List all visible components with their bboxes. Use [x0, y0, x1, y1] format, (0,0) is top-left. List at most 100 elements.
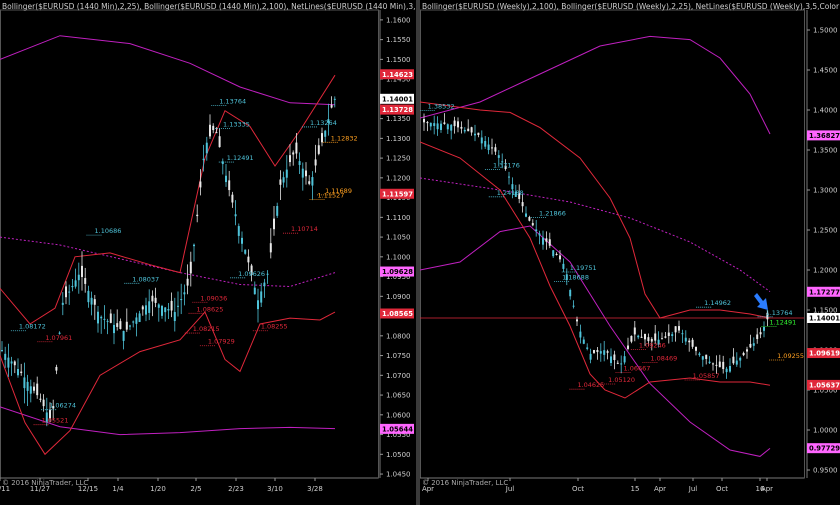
- candle-body: [330, 104, 333, 108]
- candle-body: [453, 120, 456, 127]
- candle-body: [202, 158, 205, 161]
- candle-body: [218, 136, 221, 148]
- netline-label: 1.08215: [193, 325, 220, 333]
- netline-label: 1.13264: [310, 119, 337, 127]
- candle-body: [257, 300, 259, 310]
- netline-label: 1.24188: [497, 189, 524, 197]
- price-tag: [807, 312, 840, 323]
- x-tick-label: 3/28: [307, 485, 323, 493]
- candle-body: [538, 233, 541, 236]
- candle-body: [678, 326, 680, 331]
- x-tick-label: 15: [631, 485, 640, 493]
- candle-body: [627, 345, 629, 349]
- y-tick-label: 1.0450: [386, 471, 411, 479]
- candle-body: [715, 364, 718, 366]
- candle-body: [273, 218, 275, 230]
- netline-label: 1.08255: [261, 323, 288, 331]
- candle-body: [308, 181, 311, 184]
- candle-body: [443, 122, 446, 124]
- bollinger25-lower-line: [0, 311, 336, 456]
- candle-body: [106, 320, 109, 322]
- y-tick-label: 1.3000: [813, 187, 838, 195]
- candle-body: [189, 261, 192, 274]
- candle-body: [739, 357, 742, 361]
- right-chart-canvas[interactable]: 1.5000 1.4500 1.4000 1.3500 1.3000 1.2500 1.20…: [420, 0, 840, 505]
- right-chart-panel[interactable]: 1.5000 1.4500 1.4000 1.3500 1.3000 1.2500 1.20…: [420, 0, 840, 505]
- candle-body: [125, 321, 128, 330]
- candle-body: [637, 335, 640, 338]
- candle-body: [657, 339, 660, 345]
- candle-body: [154, 297, 157, 303]
- candle-body: [531, 223, 534, 226]
- price-tag: [380, 93, 414, 104]
- y-tick-label: 1.0550: [386, 431, 411, 439]
- y-tick-label: 1.0700: [386, 372, 411, 380]
- candle-body: [518, 193, 521, 199]
- y-tick-label: 1.1550: [386, 36, 411, 44]
- netline-label: 1.11527: [318, 192, 345, 200]
- candle-body: [260, 291, 263, 303]
- candle-body: [141, 306, 144, 310]
- price-tag-label: 1.08565: [382, 310, 413, 318]
- candle-body: [613, 354, 616, 361]
- candle-body: [756, 334, 759, 340]
- left-chart-header: Bollinger($EURUSD (1440 Min),2,25), Boll…: [2, 2, 416, 11]
- netline-label: 1.08625: [197, 305, 224, 313]
- bollinger100-upper-line: [0, 35, 336, 106]
- candle-body: [113, 324, 115, 334]
- netline-label: 1.04625: [577, 381, 604, 389]
- candle-body: [746, 349, 748, 352]
- price-tag-label: 1.14623: [382, 71, 413, 79]
- panel-divider[interactable]: [416, 0, 420, 505]
- candle-body: [501, 161, 504, 163]
- candle-body: [289, 155, 291, 163]
- candle-body: [58, 332, 61, 334]
- left-chart-panel[interactable]: 1.16001.15501.15001.14501.14001.13501.13…: [0, 0, 416, 505]
- candle-body: [311, 177, 314, 186]
- candle-body: [1, 350, 3, 352]
- bollinger100-middle-line: [0, 236, 336, 288]
- price-tag-label: 0.97729: [809, 445, 840, 453]
- x-tick-label: Apr: [761, 485, 773, 493]
- candle-body: [576, 319, 578, 322]
- y-tick-label: 1.5000: [813, 27, 838, 35]
- netline-label: 1.08172: [19, 323, 46, 331]
- candle-body: [552, 250, 555, 257]
- candle-body: [26, 381, 29, 391]
- x-tick-label: 2/5: [190, 485, 201, 493]
- netline-label: 1.13764: [219, 98, 246, 106]
- candle-body: [276, 206, 279, 216]
- netline-label: 1.18688: [562, 274, 589, 282]
- netline-label: 1.09255: [777, 352, 804, 360]
- netline-label: 1.07929: [208, 338, 235, 346]
- candle-body: [504, 165, 507, 169]
- x-tick-label: 1/4: [112, 485, 124, 493]
- candle-body: [661, 338, 663, 340]
- candle-body: [545, 238, 548, 242]
- candle-body: [474, 133, 476, 136]
- candle-body: [282, 177, 285, 183]
- candle-body: [247, 256, 250, 263]
- y-tick-label: 1.1500: [386, 56, 411, 64]
- netline-label: 1.08469: [650, 354, 677, 362]
- price-tag: [380, 104, 414, 115]
- candle-body: [521, 202, 524, 207]
- candle-body: [497, 155, 500, 158]
- candle-body: [151, 295, 154, 302]
- candle-body: [7, 357, 10, 368]
- price-tag-label: 1.14001: [382, 95, 413, 103]
- candle-body: [314, 159, 317, 166]
- y-tick-label: 1.4000: [813, 107, 838, 115]
- candle-body: [45, 412, 48, 423]
- candle-body: [705, 354, 708, 359]
- candle-body: [480, 137, 483, 144]
- y-tick-label: 1.1350: [386, 115, 411, 123]
- left-chart-canvas[interactable]: 1.16001.15501.15001.14501.14001.13501.13…: [0, 0, 416, 505]
- candle-body: [633, 327, 636, 335]
- y-tick-label: 1.1600: [386, 16, 411, 24]
- candle-body: [586, 347, 589, 349]
- candle-body: [33, 386, 35, 391]
- candle-body: [164, 307, 167, 313]
- y-tick-label: 1.0750: [386, 352, 411, 360]
- y-tick-label: 1.1000: [386, 253, 411, 261]
